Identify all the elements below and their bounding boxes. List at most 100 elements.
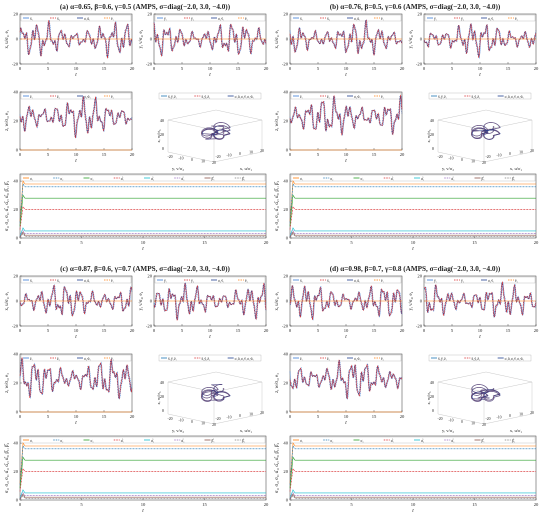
- attractor-y-tick: 0: [461, 158, 463, 162]
- x-tick-label: 20: [400, 328, 405, 333]
- legend-entry: ẽ₃: [381, 357, 385, 361]
- x-tick-label: 20: [534, 66, 539, 71]
- y-tick-label: 0: [16, 236, 19, 241]
- y-axis-label: z, w/σ₃, e₃: [5, 373, 10, 393]
- attractor-z-tick: 20: [160, 132, 164, 137]
- x-tick-label: 20: [400, 152, 405, 157]
- parameter-line: [289, 492, 536, 499]
- legend-entry: σ₁ũ₁: [354, 17, 360, 21]
- attractor-y-tick: -10: [448, 419, 453, 423]
- legend-entry: α̂₁: [121, 177, 124, 181]
- legend: ỹ₁ ỹ₂ σ₂ṽ₁ ẽ₂: [154, 276, 266, 284]
- box-edge: [215, 371, 263, 383]
- x-axis-label: t: [75, 158, 77, 164]
- y-tick-label: 20: [147, 274, 152, 279]
- legend-entry: z̃₁: [300, 95, 303, 99]
- y-tick-label: 40: [13, 352, 18, 357]
- x-tick-label: 10: [74, 328, 79, 333]
- legend-entry: x̃₂: [327, 17, 331, 21]
- legend-box: [428, 354, 532, 362]
- x-tick-label: 15: [506, 328, 511, 333]
- legend-entry: ỹ₁: [164, 279, 167, 283]
- y-axis-label: x, u/σ₁, e₁: [5, 291, 10, 310]
- legend-entry: x̃₁: [30, 279, 33, 283]
- x-tick-label: 20: [130, 66, 135, 71]
- legend-entry: σ₁ũ₁: [84, 279, 90, 283]
- legend-entry: σ₁: [30, 177, 33, 181]
- attractor-z-tick: 0: [162, 408, 164, 413]
- series-line: [19, 96, 133, 139]
- legend-entry: β̂₁: [212, 177, 215, 181]
- legend-entry: ẽ₃: [111, 357, 115, 361]
- x-axis-label: t: [345, 420, 347, 426]
- legend-box: [154, 14, 266, 22]
- box-edge: [437, 413, 485, 425]
- legend-entry: β̂₂: [242, 177, 246, 181]
- attractor-x-tick: -10: [496, 154, 501, 158]
- legend-box: [20, 436, 266, 444]
- legend-entry: x̃₁ỹ₁z̃₁: [438, 357, 447, 361]
- y-tick-label: 20: [13, 119, 18, 124]
- parameter-plot-frame: [289, 173, 537, 239]
- legend-box: [158, 354, 262, 362]
- series-line: [423, 281, 537, 318]
- legend-entry: σ₂: [60, 439, 64, 443]
- attractor-y-tick: 10: [201, 160, 205, 164]
- x-tick-label: 5: [181, 66, 184, 71]
- panel-title: (c) α=0.87, β=0.6, γ=0.7 (AMPS, σ=diag(−…: [60, 265, 230, 273]
- y-tick-label: 0: [286, 37, 289, 42]
- x-axis-label: t: [75, 334, 77, 340]
- series-line: [423, 282, 537, 318]
- legend-entry: β̂₁: [482, 439, 485, 443]
- legend: z̃₁ z̃₂ σ₃w̃₁ ẽ₃: [290, 92, 402, 100]
- attractor-z-tick: 40: [160, 380, 164, 385]
- x-tick-label: 5: [350, 240, 353, 245]
- attractor-x-tick: -10: [226, 416, 231, 420]
- x-tick-label: 5: [47, 152, 50, 157]
- legend-entry: σ₂: [330, 439, 334, 443]
- legend: ỹ₁ ỹ₂ σ₂ṽ₁ ẽ₂: [154, 14, 266, 22]
- y-tick-label: -20: [282, 62, 289, 67]
- attractor-y-tick: 20: [482, 161, 486, 165]
- x-axis-label: t: [75, 72, 77, 78]
- box-edge: [485, 109, 533, 121]
- attractor-z-label: z, w/σ₃: [426, 391, 432, 404]
- y-tick-label: 40: [13, 179, 18, 184]
- attractor-curve: [201, 122, 231, 140]
- attractor-x-tick: 0: [239, 152, 241, 156]
- panel-a: (a) α=0.65, β=0.6, γ=0.5 (AMPS, σ=diag(−…: [5, 3, 269, 252]
- panel-title: (b) α=0.76, β=0.5, γ=0.6 (AMPS, σ=diag(−…: [330, 3, 501, 11]
- parameter-line: [19, 467, 266, 492]
- x-tick-label: 0: [289, 66, 292, 71]
- attractor-x-tick: 20: [260, 411, 264, 415]
- legend-entry: α̂₃: [181, 439, 185, 443]
- legend-entry: σ₁ũ₁: [84, 17, 90, 21]
- parameter-line: [19, 205, 266, 230]
- attractor-curve: [471, 122, 501, 140]
- y-axis-label: y, v/σ₂, e₂: [409, 291, 414, 310]
- legend-entry: α̂₂: [151, 177, 155, 181]
- x-tick-label: 20: [130, 328, 135, 333]
- x-tick-label: 10: [208, 328, 213, 333]
- legend-entry: z̃₁: [30, 95, 33, 99]
- x-tick-label: 0: [289, 152, 292, 157]
- parameter-plot: 0 5 10 15 20 t 40 20 0 σ₁, σ₂, σ₃, α̂₁, α̂₂, α̂₃,…: [275, 173, 539, 252]
- legend-entry: ẽ₁: [381, 279, 384, 283]
- attractor-x-label: x, u/σ₁: [240, 428, 253, 434]
- y-tick-label: 0: [150, 299, 153, 304]
- box-edge: [167, 151, 215, 163]
- legend-entry: β̂₁: [482, 177, 485, 181]
- attractor-z-tick: 0: [432, 146, 434, 151]
- legend-entry: ỹ₁: [164, 17, 167, 21]
- attractor-y-tick: 0: [191, 420, 193, 424]
- y-axis-label: y, v/σ₂, e₂: [409, 29, 414, 48]
- series-line: [289, 285, 403, 320]
- legend: x̃₁ỹ₁z̃₁ x̃₂ỹ₂z̃₂ σ₁ũ₁σ₂ṽ₁σ₃w̃₁: [428, 92, 532, 100]
- legend-box: [20, 92, 132, 100]
- state-plot-z-frame: [289, 353, 403, 413]
- y-axis-label: z, w/σ₃, e₃: [5, 111, 10, 131]
- attractor-y-tick: -20: [167, 155, 172, 159]
- parameter-line: [19, 182, 266, 223]
- legend-entry: x̃₁: [30, 17, 33, 21]
- x-tick-label: 15: [202, 502, 207, 507]
